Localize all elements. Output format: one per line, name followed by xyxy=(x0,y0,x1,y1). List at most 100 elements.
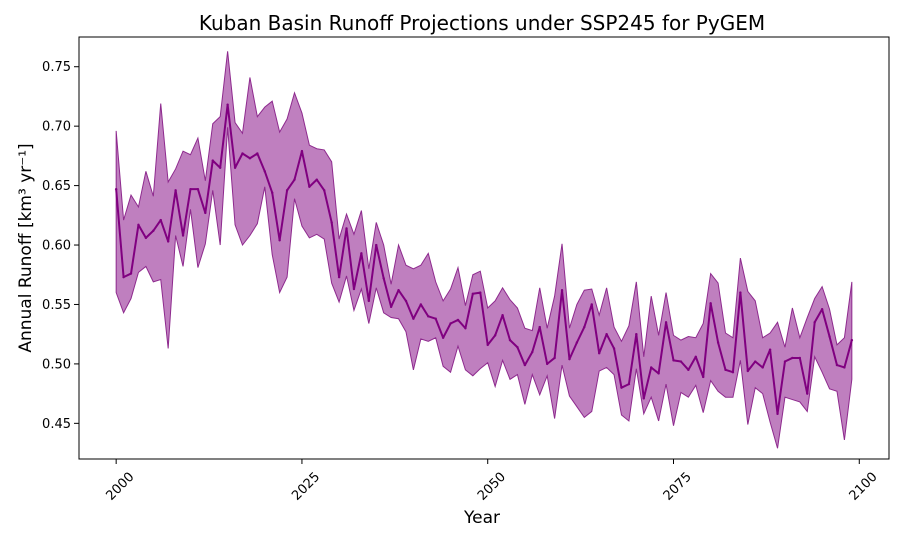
mean-point xyxy=(806,392,809,395)
mean-point xyxy=(761,366,764,369)
mean-point xyxy=(657,372,660,375)
mean-point xyxy=(820,308,824,311)
mean-point xyxy=(679,360,683,363)
y-tick-label: 0.60 xyxy=(42,239,71,254)
mean-point xyxy=(137,223,140,227)
mean-runoff-line xyxy=(115,103,853,415)
mean-point xyxy=(508,338,512,342)
mean-point xyxy=(754,360,757,363)
mean-point xyxy=(419,303,423,306)
mean-point xyxy=(523,363,527,367)
mean-point xyxy=(189,187,192,191)
mean-point xyxy=(256,152,259,155)
mean-points xyxy=(114,103,854,416)
x-tick-label: 2075 xyxy=(661,470,695,504)
mean-point xyxy=(367,299,371,303)
mean-point xyxy=(181,234,185,237)
mean-point xyxy=(152,229,155,232)
mean-point xyxy=(159,218,162,222)
mean-point xyxy=(241,152,244,155)
mean-point xyxy=(360,252,363,255)
uncertainty-band xyxy=(115,51,853,449)
mean-point xyxy=(783,360,787,363)
mean-point xyxy=(300,149,304,153)
mean-point xyxy=(776,412,779,416)
mean-point xyxy=(545,362,549,366)
mean-point xyxy=(553,356,556,360)
mean-point xyxy=(271,191,274,194)
mean-point xyxy=(479,291,482,294)
mean-point xyxy=(560,289,564,292)
mean-point xyxy=(122,275,125,279)
mean-point xyxy=(114,187,118,191)
mean-point xyxy=(412,317,415,320)
y-tick-label: 0.70 xyxy=(42,120,71,135)
mean-point xyxy=(575,341,579,344)
x-tick-label: 2025 xyxy=(289,470,323,504)
mean-point xyxy=(248,157,252,160)
mean-point xyxy=(278,239,281,242)
mean-point xyxy=(315,178,318,181)
mean-point xyxy=(664,321,668,324)
mean-point xyxy=(798,356,802,360)
mean-point xyxy=(211,159,214,162)
mean-point xyxy=(486,343,489,347)
mean-point xyxy=(642,397,645,400)
mean-point xyxy=(263,170,266,173)
mean-point xyxy=(605,332,608,336)
mean-point xyxy=(620,386,623,389)
mean-point xyxy=(531,350,534,354)
mean-point xyxy=(739,291,742,294)
mean-point xyxy=(493,334,497,337)
mean-point xyxy=(716,341,720,344)
y-tick-label: 0.65 xyxy=(42,179,71,194)
mean-point xyxy=(501,313,504,317)
mean-point xyxy=(835,363,839,367)
mean-point xyxy=(768,348,772,351)
x-axis: 2000 2025 2050 2075 2100 xyxy=(103,459,881,504)
mean-point xyxy=(456,318,460,322)
mean-point xyxy=(791,356,794,360)
mean-point xyxy=(129,272,133,275)
mean-point xyxy=(166,240,170,243)
mean-point xyxy=(293,178,296,181)
mean-point xyxy=(464,327,467,330)
mean-point xyxy=(612,347,616,350)
plot-frame xyxy=(78,36,890,460)
plot-area xyxy=(114,51,854,449)
y-tick-label: 0.75 xyxy=(42,60,71,75)
mean-point xyxy=(204,211,207,215)
mean-point xyxy=(672,359,675,362)
mean-point xyxy=(746,369,750,373)
mean-point xyxy=(597,352,601,355)
mean-point xyxy=(635,332,638,336)
y-axis: 0.45 0.50 0.55 0.60 0.65 0.70 0.75 xyxy=(42,60,79,432)
mean-point xyxy=(389,305,393,309)
mean-point xyxy=(323,189,326,192)
mean-point xyxy=(516,346,519,349)
mean-point xyxy=(702,375,705,379)
mean-point xyxy=(694,355,697,358)
mean-point xyxy=(568,357,571,361)
mean-point xyxy=(397,289,400,292)
mean-point xyxy=(427,315,430,318)
y-tick-label: 0.50 xyxy=(42,357,71,372)
mean-point xyxy=(449,322,452,325)
mean-point xyxy=(404,299,408,303)
mean-point xyxy=(471,292,475,295)
mean-point xyxy=(441,336,445,339)
x-tick-label: 2050 xyxy=(475,470,509,504)
chart-title: Kuban Basin Runoff Projections under SSP… xyxy=(199,11,765,35)
mean-point xyxy=(434,317,437,320)
y-axis-label: Annual Runoff [km³ yr⁻¹] xyxy=(16,143,36,352)
mean-point xyxy=(590,303,593,306)
mean-point xyxy=(337,275,341,279)
mean-point xyxy=(850,338,854,342)
mean-point xyxy=(828,335,831,338)
mean-point xyxy=(627,382,631,386)
mean-point xyxy=(813,321,816,324)
mean-point xyxy=(724,368,727,372)
mean-point xyxy=(174,189,177,192)
mean-point xyxy=(843,366,846,369)
